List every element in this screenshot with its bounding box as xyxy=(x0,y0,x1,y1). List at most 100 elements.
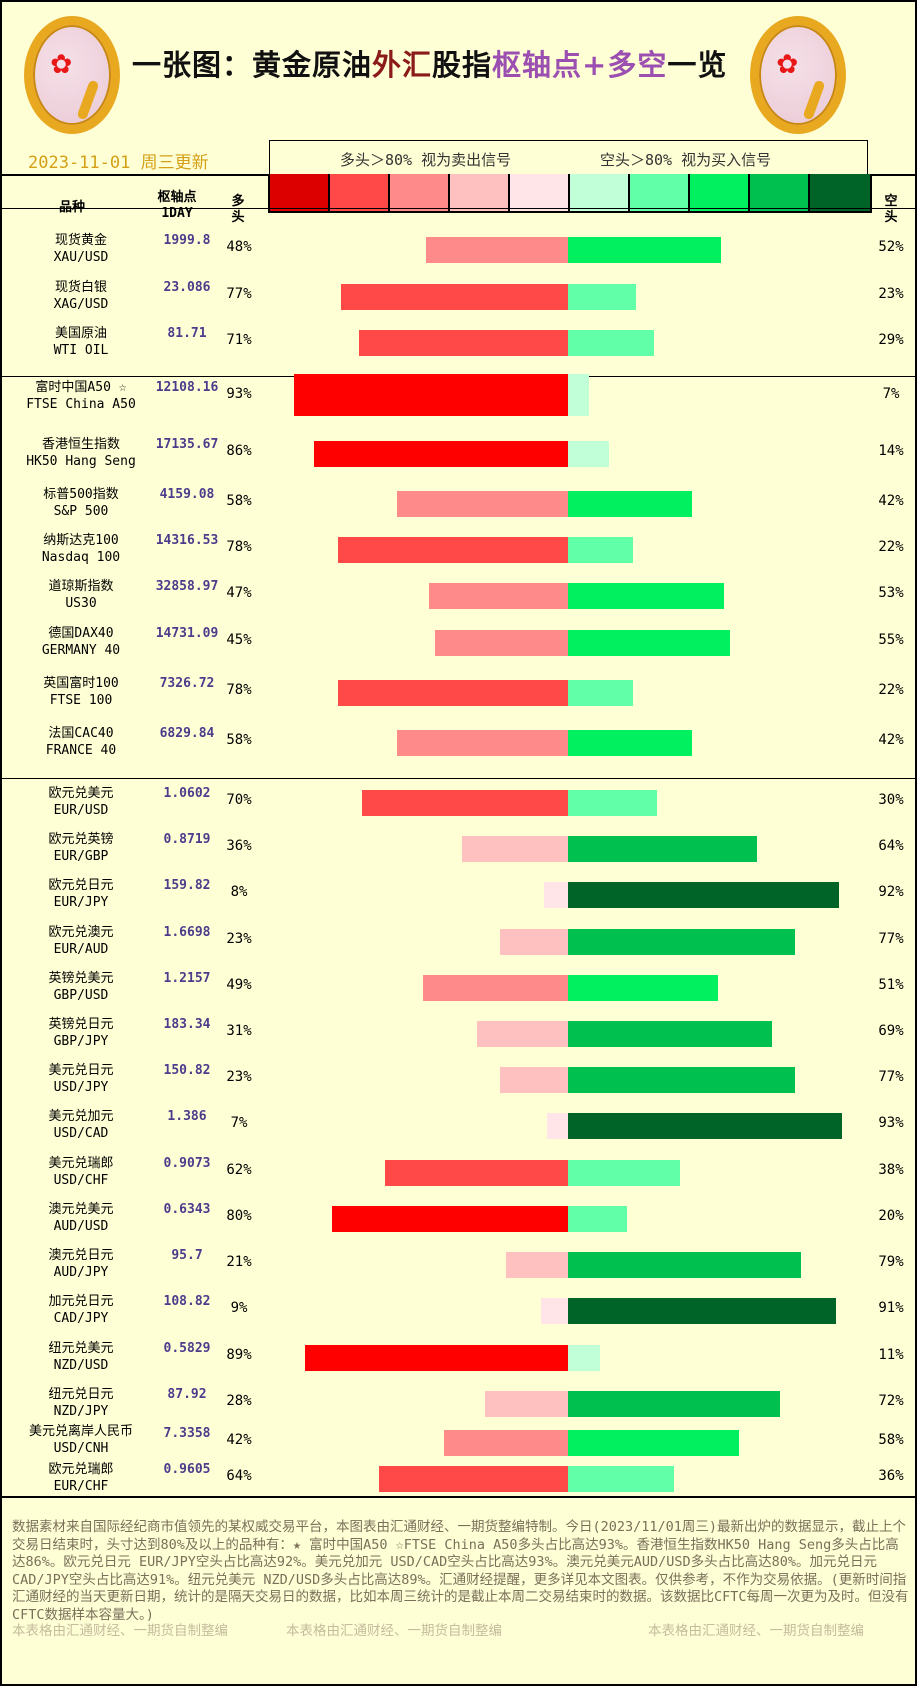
instrument-name: 欧元兑英镑 EUR/GBP xyxy=(6,831,156,865)
pivot-value: 0.6343 xyxy=(163,1202,211,1217)
title-part: 股指 xyxy=(432,48,493,82)
short-percent: 38% xyxy=(878,1162,904,1178)
instrument-en: USD/CNH xyxy=(53,1441,109,1456)
divider xyxy=(2,778,917,779)
instrument-cn: 法国CAC40 xyxy=(48,726,114,741)
instrument-cn: 欧元兑美元 xyxy=(48,786,114,801)
long-value: 58 xyxy=(226,493,244,509)
long-percent: 71% xyxy=(226,332,252,348)
header-pivot-sub: 1DAY xyxy=(161,206,193,221)
long-percent: 86% xyxy=(226,443,252,459)
instrument-cn: 英镑兑美元 xyxy=(48,971,114,986)
instrument-name: 德国DAX40 GERMANY 40 xyxy=(6,625,156,659)
short-bar xyxy=(568,1430,740,1456)
instrument-name: 澳元兑日元 AUD/JPY xyxy=(6,1247,156,1281)
long-percent: 31% xyxy=(226,1023,252,1039)
instrument-en: NZD/USD xyxy=(53,1358,109,1373)
instrument-en: EUR/CHF xyxy=(53,1479,109,1494)
instrument-en: USD/CAD xyxy=(53,1126,109,1141)
pivot-value: 1.386 xyxy=(167,1109,207,1124)
page-title: 一张图：黄金原油外汇股指枢轴点+多空一览 xyxy=(132,42,727,84)
short-percent: 42% xyxy=(878,732,904,748)
table-row: 香港恒生指数 HK50 Hang Seng 17135.67 86% 14% xyxy=(2,431,917,477)
long-percent: 62% xyxy=(226,1162,252,1178)
short-value: 20 xyxy=(878,1208,896,1224)
long-bar xyxy=(314,441,568,467)
update-date: 2023-11-01 周三更新 xyxy=(28,153,209,173)
long-bar xyxy=(506,1252,568,1278)
instrument-name: 欧元兑美元 EUR/USD xyxy=(6,785,156,819)
short-value: 22 xyxy=(878,539,896,555)
long-value: 78 xyxy=(226,682,244,698)
long-percent: 47% xyxy=(226,585,252,601)
long-bar xyxy=(332,1206,568,1232)
short-bar xyxy=(568,790,657,816)
long-bar xyxy=(429,583,568,609)
table-row: 美元兑离岸人民币 USD/CNH 7.3358 42% 58% xyxy=(2,1420,917,1466)
pivot-value: 0.9073 xyxy=(163,1156,211,1171)
short-bar xyxy=(568,1298,837,1324)
instrument-en: NZD/JPY xyxy=(53,1404,109,1419)
instrument-cn: 美国原油 xyxy=(54,326,107,341)
short-percent: 51% xyxy=(878,977,904,993)
short-bar xyxy=(568,537,633,563)
long-value: 47 xyxy=(226,585,244,601)
long-bar xyxy=(423,975,568,1001)
long-value: 80 xyxy=(226,1208,244,1224)
long-value: 23 xyxy=(226,931,244,947)
long-bar xyxy=(544,882,568,908)
short-percent: 55% xyxy=(878,632,904,648)
long-value: 45 xyxy=(226,632,244,648)
table-row: 美元兑瑞郎 USD/CHF 0.9073 62% 38% xyxy=(2,1150,917,1196)
short-value: 29 xyxy=(878,332,896,348)
short-percent: 72% xyxy=(878,1393,904,1409)
instrument-name: 澳元兑美元 AUD/USD xyxy=(6,1201,156,1235)
pivot-value: 32858.97 xyxy=(155,579,219,594)
long-value: 31 xyxy=(226,1023,244,1039)
short-value: 30 xyxy=(878,792,896,808)
instrument-en: CAD/JPY xyxy=(53,1311,109,1326)
instrument-name: 标普500指数 S&P 500 xyxy=(6,486,156,520)
short-percent: 64% xyxy=(878,838,904,854)
table-row: 现货黄金 XAU/USD 1999.8 48% 52% xyxy=(2,227,917,273)
long-value: 62 xyxy=(226,1162,244,1178)
title-part: 枢轴点+多空 xyxy=(492,48,668,82)
short-percent: 91% xyxy=(878,1300,904,1316)
pivot-value: 14316.53 xyxy=(155,533,219,548)
pivot-value: 87.92 xyxy=(167,1387,207,1402)
table-row: 欧元兑英镑 EUR/GBP 0.8719 36% 64% xyxy=(2,826,917,872)
long-percent: 58% xyxy=(226,732,252,748)
short-bar xyxy=(568,730,692,756)
long-bar xyxy=(444,1430,568,1456)
color-swatch xyxy=(810,174,870,211)
short-bar xyxy=(568,491,692,517)
short-value: 11 xyxy=(878,1347,896,1363)
table-row: 纽元兑日元 NZD/JPY 87.92 28% 72% xyxy=(2,1381,917,1427)
color-swatch xyxy=(330,174,390,211)
flower-icon: ✿ xyxy=(51,42,72,82)
pivot-value: 17135.67 xyxy=(155,437,219,452)
long-bar xyxy=(337,537,568,563)
instrument-name: 美元兑日元 USD/JPY xyxy=(6,1062,156,1096)
instrument-name: 纽元兑美元 NZD/USD xyxy=(6,1340,156,1374)
long-bar xyxy=(396,491,568,517)
short-value: 38 xyxy=(878,1162,896,1178)
table-row: 富时中国A50 ☆ FTSE China A50 12108.16 93% 7% xyxy=(2,374,917,420)
color-swatch xyxy=(570,174,630,211)
table-row: 欧元兑瑞郎 EUR/CHF 0.9605 64% 36% xyxy=(2,1456,917,1502)
color-swatch xyxy=(510,174,570,211)
header-short: 空头 xyxy=(884,194,898,225)
instrument-en: EUR/AUD xyxy=(53,942,109,957)
instrument-name: 美元兑离岸人民币 USD/CNH xyxy=(6,1423,156,1457)
long-percent: 77% xyxy=(226,286,252,302)
instrument-name: 现货白银 XAG/USD xyxy=(6,279,156,313)
pivot-value: 0.8719 xyxy=(163,832,211,847)
pivot-value: 4159.08 xyxy=(159,487,215,502)
short-bar xyxy=(568,680,633,706)
pivot-value: 183.34 xyxy=(163,1017,211,1032)
header-variety: 品种 xyxy=(58,200,85,215)
instrument-name: 欧元兑日元 EUR/JPY xyxy=(6,877,156,911)
short-bar xyxy=(568,882,840,908)
instrument-en: FRANCE 40 xyxy=(45,743,117,758)
short-value: 69 xyxy=(878,1023,896,1039)
